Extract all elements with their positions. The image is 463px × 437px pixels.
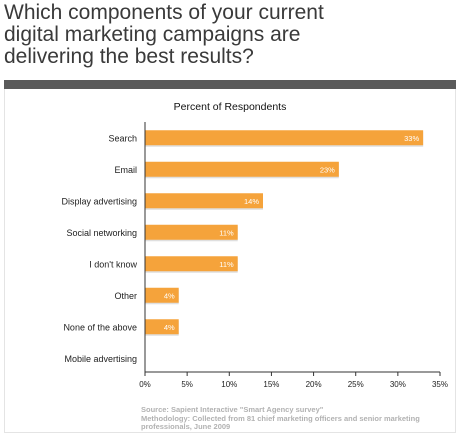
data-label: 14% — [244, 197, 259, 206]
headline-line-1: Which components of your current — [4, 1, 324, 24]
category-label: I don't know — [89, 259, 137, 269]
bar — [145, 319, 179, 335]
bar — [145, 161, 339, 177]
bar — [145, 224, 238, 240]
headline-line-2: digital marketing campaigns are — [4, 23, 301, 46]
data-label: 11% — [219, 260, 234, 269]
source-line-2: Methodology: Collected from 81 chief mar… — [141, 413, 420, 423]
x-tick-label: 25% — [348, 380, 364, 389]
chart-headline: Which components of your current digital… — [4, 2, 459, 68]
chart-frame — [4, 89, 456, 433]
x-tick-label: 0% — [139, 380, 151, 389]
data-label: 4% — [164, 323, 175, 332]
category-label: Mobile advertising — [64, 354, 137, 364]
header-divider — [4, 80, 456, 89]
bar — [145, 130, 424, 146]
source-note: Source: Sapient Interactive "Smart Agenc… — [141, 405, 451, 432]
x-tick-label: 5% — [181, 380, 193, 389]
data-label: 23% — [320, 165, 335, 174]
x-tick-label: 10% — [221, 380, 237, 389]
chart-title: Percent of Respondents — [174, 101, 287, 113]
bar — [145, 193, 263, 209]
data-label: 33% — [404, 134, 419, 143]
category-label: Search — [108, 133, 137, 143]
source-line-3: professionals, June 2009 — [141, 422, 231, 432]
x-tick-label: 20% — [306, 380, 322, 389]
x-tick-label: 35% — [432, 380, 448, 389]
x-tick-label: 30% — [390, 380, 406, 389]
category-label: Display advertising — [61, 196, 137, 206]
bar — [145, 256, 238, 272]
bar — [145, 287, 179, 303]
data-label: 4% — [164, 291, 175, 300]
category-label: Email — [114, 165, 137, 175]
x-tick-label: 15% — [263, 380, 279, 389]
category-label: None of the above — [63, 322, 137, 332]
data-label: 11% — [219, 228, 234, 237]
headline-line-3: delivering the best results? — [4, 45, 254, 68]
source-line-1: Source: Sapient Interactive "Smart Agenc… — [141, 405, 324, 414]
category-label: Social networking — [66, 228, 137, 238]
category-label: Other — [114, 291, 137, 301]
